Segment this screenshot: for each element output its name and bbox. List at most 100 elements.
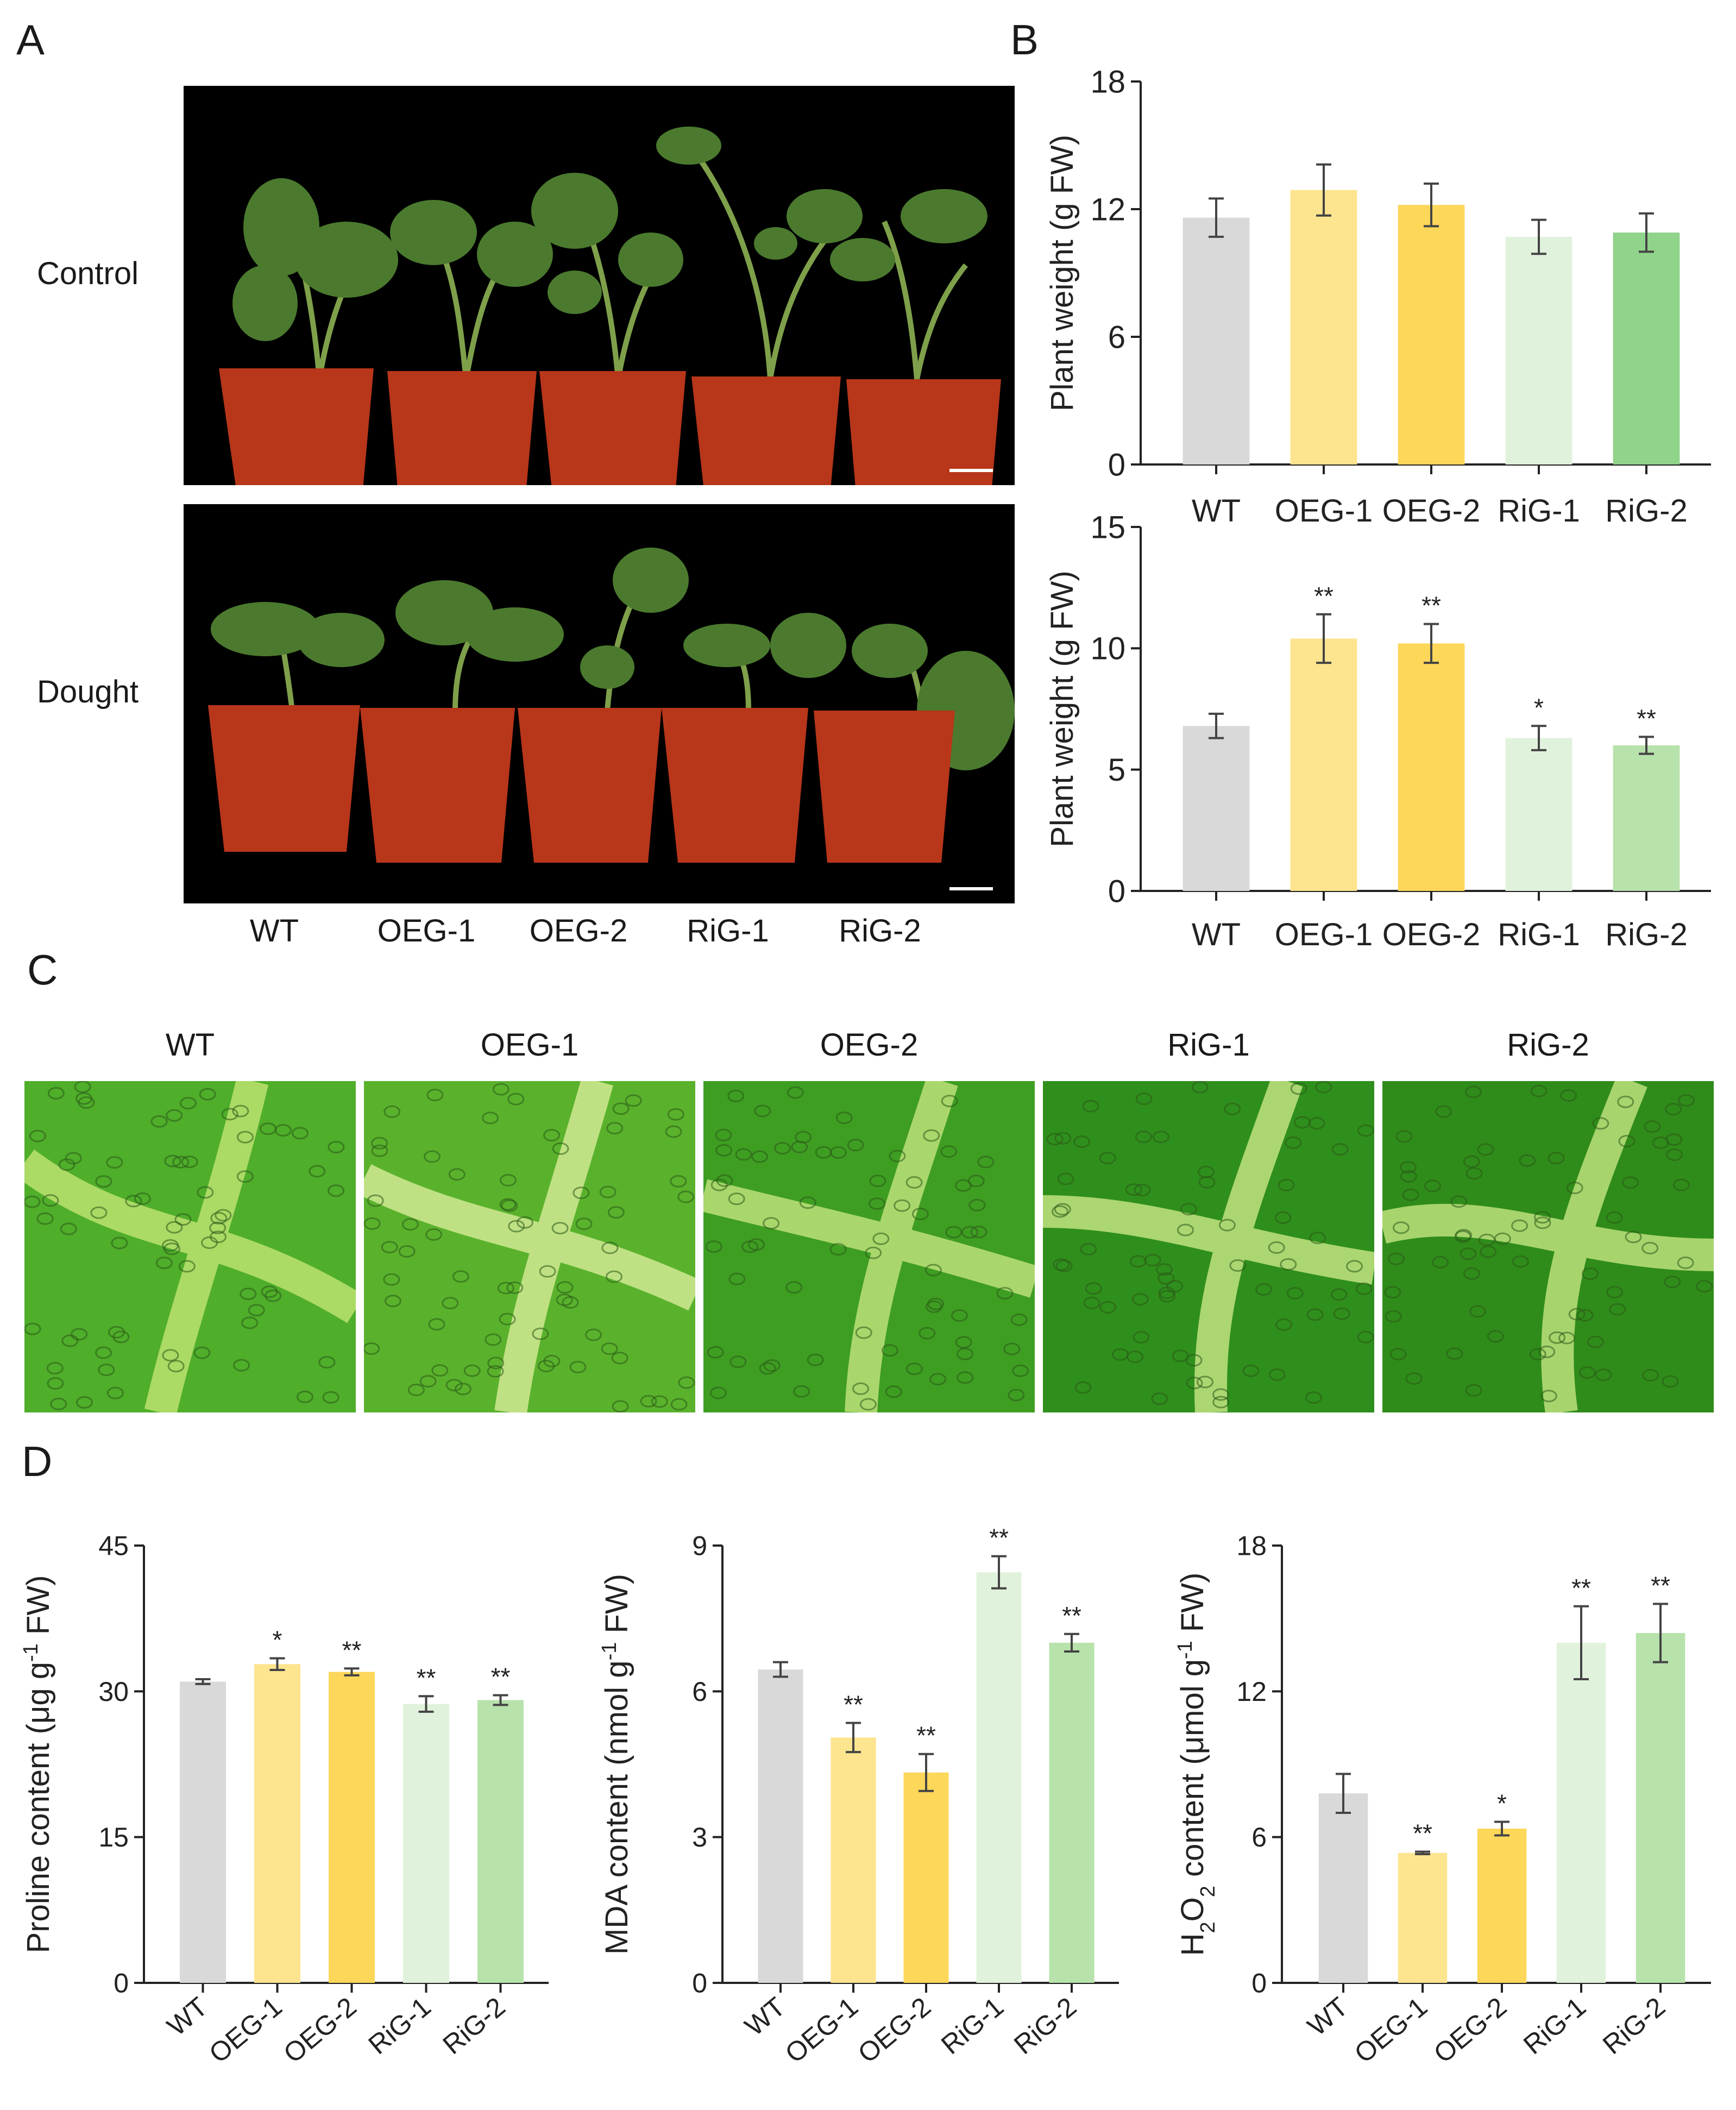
bar-OEG-2 xyxy=(329,1672,375,1983)
photo-drought-plants xyxy=(184,504,1015,903)
y-tick-label: 10 xyxy=(1090,631,1125,667)
significance-marker: ** xyxy=(1062,1602,1081,1630)
significance-marker: ** xyxy=(1651,1571,1670,1599)
significance-marker: ** xyxy=(989,1524,1009,1552)
bar-OEG-2 xyxy=(1398,205,1465,464)
category-label: WT xyxy=(161,1992,213,2042)
chart-d-mda: 0 3 6 9 MDA content (nmol g-1 FW) WT ** OEG-1 **… xyxy=(598,1524,1119,2069)
y-tick-label: 0 xyxy=(1108,874,1125,909)
micrograph-rig2 xyxy=(1382,1081,1714,1412)
category-label: RiG-1 xyxy=(363,1992,437,2061)
bar-RiG-1 xyxy=(976,1572,1022,1983)
drought-pots xyxy=(208,705,955,863)
y-tick-label: 15 xyxy=(1090,510,1125,545)
significance-marker: * xyxy=(1534,693,1544,721)
chart-d-proline: 0 15 30 45 Proline content (μg g-1 FW) WT * OEG… xyxy=(20,1531,549,2069)
significance-marker: * xyxy=(273,1626,282,1654)
y-tick-label: 15 xyxy=(98,1822,129,1852)
bar-WT xyxy=(180,1681,226,1983)
micrograph-oeg1 xyxy=(364,1081,695,1412)
bar-RiG-1 xyxy=(403,1704,449,1983)
y-tick-label: 6 xyxy=(1108,319,1125,355)
category-label: RiG-2 xyxy=(1008,1992,1082,2061)
category-label: WT xyxy=(1302,1992,1354,2042)
y-tick-label: 0 xyxy=(1108,447,1125,482)
category-label: RiG-2 xyxy=(1597,1992,1671,2061)
bar-RiG-2 xyxy=(1613,745,1680,891)
panel-letter-d: D xyxy=(22,1437,53,1485)
genotype-label-oeg2: OEG-2 xyxy=(529,913,628,949)
y-tick-label: 18 xyxy=(1236,1531,1267,1561)
photo-control-plants xyxy=(184,86,1015,539)
micrograph-rig1 xyxy=(1043,1081,1374,1412)
bar-RiG-2 xyxy=(1049,1642,1095,1983)
category-label: OEG-1 xyxy=(1275,917,1373,952)
y-tick-label: 0 xyxy=(692,1968,707,1999)
significance-marker: * xyxy=(1497,1789,1507,1817)
panel-letter-a: A xyxy=(16,16,45,64)
y-tick-label: 30 xyxy=(98,1676,129,1707)
y-tick-label: 0 xyxy=(1251,1968,1267,1999)
y-tick-label: 5 xyxy=(1108,752,1125,788)
y-tick-label: 0 xyxy=(114,1968,129,1999)
chart-b-control: 0 6 12 18 Plant weight (g FW) WT OEG-1 OEG-2 RiG… xyxy=(1045,64,1711,529)
significance-marker: ** xyxy=(844,1690,863,1718)
bar-OEG-1 xyxy=(831,1737,876,1983)
category-label: WT xyxy=(739,1992,791,2042)
bar-OEG-2 xyxy=(903,1772,949,1983)
y-axis-label: H2O2 content (μmol g-1 FW) xyxy=(1174,1573,1219,1956)
genotype-label-oeg1: OEG-1 xyxy=(377,913,476,949)
category-label: OEG-2 xyxy=(1428,1992,1512,2069)
y-axis-label: Proline content (μg g-1 FW) xyxy=(20,1575,56,1954)
y-tick-label: 12 xyxy=(1236,1676,1267,1707)
y-tick-label: 45 xyxy=(98,1531,129,1561)
category-label: OEG-2 xyxy=(278,1992,362,2069)
control-leaves xyxy=(232,127,987,341)
category-label: RiG-1 xyxy=(1498,917,1580,952)
micrograph-label-wt: WT xyxy=(165,1027,215,1063)
row-label-drought: Dought xyxy=(37,674,139,709)
bar-OEG-2 xyxy=(1398,643,1465,891)
significance-marker: ** xyxy=(1314,582,1334,610)
category-label: RiG-1 xyxy=(1498,493,1580,529)
micrograph-label-rig2: RiG-2 xyxy=(1507,1027,1589,1063)
bar-WT xyxy=(758,1669,803,1983)
y-axis-label: Plant weight (g FW) xyxy=(1045,135,1080,411)
category-label: RiG-1 xyxy=(1518,1992,1592,2061)
micrograph-label-oeg1: OEG-1 xyxy=(480,1027,579,1063)
bar-WT xyxy=(1318,1793,1368,1983)
category-label: WT xyxy=(1192,917,1241,952)
bar-OEG-1 xyxy=(254,1664,300,1983)
significance-marker: ** xyxy=(1421,592,1441,620)
y-tick-label: 9 xyxy=(692,1531,707,1561)
chart-d-h2o2: 0 6 12 18 H2O2 content (μmol g-1 FW) WT ** OEG-… xyxy=(1174,1531,1711,2069)
bar-RiG-1 xyxy=(1505,738,1573,891)
significance-marker: ** xyxy=(1637,704,1656,732)
y-axis-label: Plant weight (g FW) xyxy=(1045,570,1080,847)
category-label: OEG-2 xyxy=(1382,917,1481,952)
bar-WT xyxy=(1183,726,1250,891)
bar-OEG-1 xyxy=(1290,190,1357,464)
significance-marker: ** xyxy=(342,1636,362,1664)
significance-marker: ** xyxy=(1571,1574,1591,1602)
panel-letter-b: B xyxy=(1010,16,1039,64)
significance-marker: ** xyxy=(491,1662,511,1691)
scale-bar-drought xyxy=(949,887,993,890)
category-label: OEG-1 xyxy=(779,1992,864,2069)
category-label: OEG-1 xyxy=(1349,1992,1433,2069)
bar-RiG-1 xyxy=(1556,1642,1606,1983)
bar-WT xyxy=(1183,217,1250,464)
y-axis-label: MDA content (nmol g-1 FW) xyxy=(598,1574,634,1955)
y-tick-label: 3 xyxy=(692,1822,707,1852)
y-tick-label: 12 xyxy=(1090,192,1125,227)
panel-letter-c: C xyxy=(27,946,58,994)
micrograph-wt xyxy=(24,1081,356,1412)
genotype-label-rig1: RiG-1 xyxy=(687,913,769,949)
scale-bar-control xyxy=(949,469,993,472)
category-label: RiG-2 xyxy=(437,1992,511,2061)
micrograph-oeg2 xyxy=(703,1081,1035,1412)
category-label: OEG-2 xyxy=(852,1992,936,2069)
category-label: RiG-1 xyxy=(935,1992,1009,2061)
category-label: OEG-1 xyxy=(1275,493,1373,529)
